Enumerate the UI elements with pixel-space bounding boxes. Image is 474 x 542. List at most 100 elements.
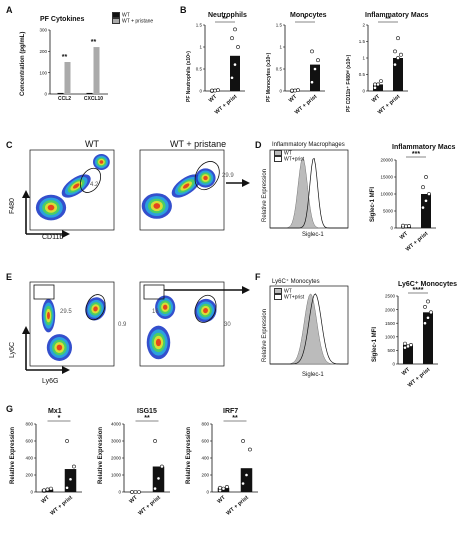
panel-c-title-wt: WT [85,139,99,149]
F-bar-1 [423,312,433,364]
F-ytick-label-0: 0 [392,362,395,367]
G3-point-1-0 [241,481,245,486]
G1-ytick-label-0: 0 [30,490,33,495]
F-point-1-1 [426,315,430,320]
panel-d-hist-title: Inflammatory Macrophages [272,142,345,148]
B1-xlabel-0: WT [208,94,219,105]
G3-xlabel-1: WT + prist [225,495,249,517]
B1-point-0-3 [210,88,214,93]
G1-point-1-3 [65,439,69,443]
A-ytick-label-1: 100 [39,70,47,75]
B3-bar-0 [373,84,383,91]
G3-ytick-label-3: 600 [201,439,209,444]
G1-point-1-1 [68,477,73,482]
panel-f-bar-ylabel: Siglec-1 MFI [372,326,378,362]
panel-c-title-pristane: WT + pristane [170,139,227,149]
E-pristane-density-0-4 [155,338,162,347]
B3-point-1-0 [393,62,397,67]
panel-g1-ylabel: Relative Expression [10,426,16,484]
panel-letter-a: A [6,5,13,15]
D-point-0-1 [404,224,408,229]
F-point-1-3 [423,304,427,309]
B1-ytick-label-0: 0 [199,89,202,94]
A-xlabel-0: CCL2 [58,96,71,102]
panel-g1-title: Mx1 [48,408,62,415]
G2-ytick-label-3: 3000 [111,439,122,444]
F-point-1-2 [429,310,433,315]
panel-c-xlabel: CD11b [42,234,64,241]
B2-sig-label: * [304,16,307,23]
D-point-0-3 [401,223,405,228]
B2-ytick-label-0: 0 [279,89,282,94]
D-ytick-label-0: 0 [390,226,393,231]
B2-ytick-label-1: 0.5 [276,67,283,72]
G1-xlabel-0: WT [40,495,51,506]
G2-ytick-label-2: 2000 [111,456,122,461]
G1-ytick-label-4: 800 [25,422,33,427]
E-wt-density-1-4 [47,311,50,320]
legend-label-prist: WT+prist [284,156,305,163]
A-xlabel-1: CXCL10 [84,96,103,102]
G1-point-0-1 [45,487,50,492]
B2-xlabel-1: WT + prist [294,94,318,116]
B2-point-0-3 [290,88,294,93]
E-pristane-gate-rect [143,284,165,300]
D-point-1-0 [421,205,425,210]
B3-point-1-3 [393,49,397,54]
E-link-arrowhead [242,286,250,294]
B3-point-0-0 [373,85,377,90]
E-pristane-density-1-4 [162,304,168,310]
G2-ytick-label-4: 4000 [111,422,122,427]
G1-point-0-2 [49,486,53,491]
B3-ytick-label-1: 0.5 [359,72,366,77]
F-point-0-1 [406,344,410,349]
B1-point-1-2 [236,45,240,49]
B3-xlabel-0: WT [371,94,382,105]
D-point-0-2 [407,224,411,228]
D-ytick-label-1: 5000 [383,209,394,214]
B2-point-1-1 [313,67,317,71]
B2-xlabel-0: WT [288,94,299,105]
B1-ytick-label-2: 1 [199,45,202,50]
F-xlabel-1: WT + prist [407,367,431,389]
G2-ytick-label-0: 0 [118,490,121,495]
panel-letter-d: D [255,140,262,150]
G3-point-0-2 [225,484,229,489]
panel-d-bar-ylabel: Siglec-1 MFI [370,186,376,222]
legend-swatch-pristane [112,18,120,25]
G3-point-1-2 [248,447,252,452]
A-bar-1-0 [86,92,93,94]
panel-e-ylabel: Ly6C [9,341,16,358]
panel-letter-f: F [255,272,261,282]
D-xlabel-1: WT + prist [405,231,429,253]
E-pristane-gate-ellipse [194,294,217,323]
D-point-1-3 [421,185,425,190]
B3-point-1-4 [396,36,400,41]
D-hist-prist-curve [270,157,348,229]
F-xlabel-0: WT [401,367,412,378]
panel-b2-title: Monocytes [290,12,327,19]
G2-ytick-label-1: 1000 [111,473,122,478]
C-wt-density-1-4 [73,183,80,189]
B1-point-1-0 [230,75,234,80]
E-wt-frame [29,281,115,367]
G3-ytick-label-0: 0 [206,490,209,495]
G3-point-1-1 [244,473,249,477]
B2-ytick-label-2: 1 [279,45,282,50]
G3-point-1-3 [241,439,245,443]
legend-swatch-prist [274,294,282,301]
legend-label-wt: WT [122,12,130,19]
panel-d-bar-title: Inflammatory Macs [392,144,456,151]
G3-ytick-label-2: 400 [201,456,209,461]
B3-ytick-label-0: 0 [362,89,365,94]
F-point-1-4 [426,299,430,304]
panel-d-hist-xlabel: Siglec-1 [302,232,324,238]
panel-a-legend: WT WT + pristane [112,12,153,25]
G2-xlabel-1: WT + prist [137,495,161,517]
E-wt-density-2-4 [93,306,98,312]
C-y-arrowhead [22,190,30,198]
panel-f-hist-xlabel: Siglec-1 [302,372,324,378]
D-point-1-4 [424,175,428,179]
E-y-arrowhead [22,326,30,334]
legend-swatch-wt [274,150,282,156]
